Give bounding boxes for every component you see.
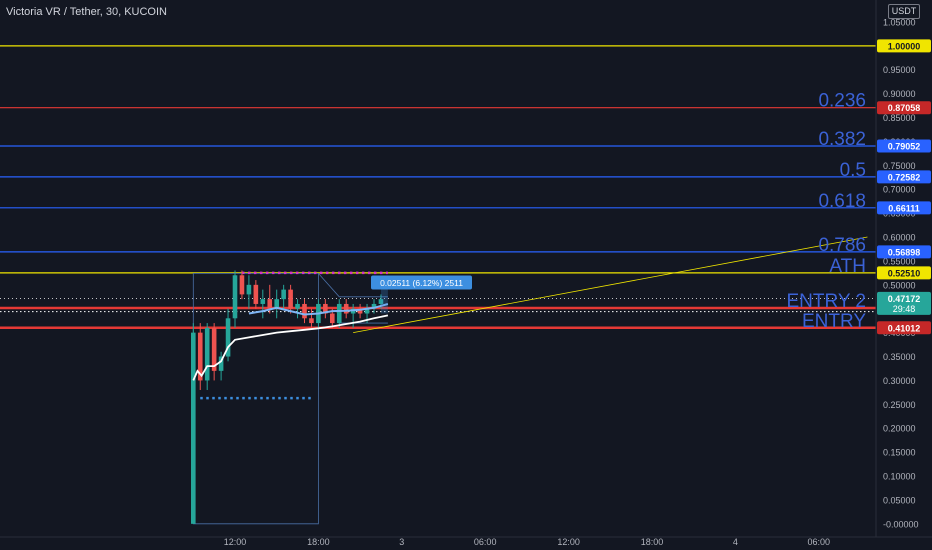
level-text-label: 0.5 (840, 160, 866, 181)
price-label-bg (877, 39, 931, 53)
y-tick-label: 0.55000 (883, 256, 916, 266)
time-axis[interactable]: 12:00 18:00 3 06:00 12:00 18:00 4 06:00 (0, 536, 932, 547)
price-label: 0.66111 (888, 203, 920, 213)
price-label: 0.72582 (888, 172, 921, 182)
x-tick-label: 06:00 (474, 537, 497, 547)
price-label-bg (877, 201, 931, 215)
candle-body (211, 327, 217, 371)
candle-body (378, 299, 384, 304)
currency-button[interactable]: USDT (888, 4, 920, 19)
yellow-trendline (353, 236, 868, 334)
price-label-bg (877, 245, 931, 259)
y-tick-label: 0.75000 (883, 161, 916, 171)
y-tick-label: 0.05000 (883, 495, 916, 505)
level-text-label: ENTRY 2 (786, 291, 866, 312)
candle-body (239, 275, 245, 295)
price-label-bg (877, 139, 931, 153)
candle-body (232, 275, 238, 319)
price-label-bg (877, 170, 931, 184)
y-tick-label: 0.90000 (883, 89, 916, 99)
x-tick-label: 18:00 (307, 537, 330, 547)
level-text-label: 0.618 (818, 191, 866, 212)
price-label: 0.79052 (888, 141, 921, 151)
price-label-bg (877, 266, 931, 280)
dotted-levels (200, 271, 388, 400)
measure-label-bg (371, 275, 472, 290)
level-text-label: ATH (829, 256, 866, 277)
price-label-bg (877, 321, 931, 335)
candle-body (281, 289, 286, 300)
candle-body (253, 284, 259, 304)
level-text-label: 0.236 (818, 91, 866, 112)
candles (191, 270, 384, 524)
price-axis[interactable]: 1.050001.000000.950000.900000.850000.800… (875, 0, 932, 550)
candle-body (330, 313, 335, 324)
candle-body (302, 303, 307, 319)
range-box-outline (318, 273, 388, 298)
last-price-tag-bg (877, 291, 931, 315)
y-tick-label: 1.05000 (883, 17, 916, 27)
level-text-label: ENTRY (802, 311, 866, 332)
y-tick-label: 0.60000 (883, 233, 916, 243)
x-tick-label: 18:00 (641, 537, 664, 547)
measure-tool: 0.02511 (6.12%) 2511 (371, 275, 472, 314)
y-tick-label: 0.70000 (883, 185, 916, 195)
x-tick-label: 4 (733, 537, 738, 547)
candle-body (225, 318, 231, 357)
price-label: 0.87058 (888, 103, 921, 113)
x-tick-label: 3 (399, 537, 404, 547)
candle-body (288, 289, 293, 309)
candle-body (260, 299, 266, 304)
y-tick-label: 0.25000 (883, 400, 916, 410)
y-tick-label: 0.35000 (883, 352, 916, 362)
x-tick-label: 12:00 (224, 537, 247, 547)
level-text-label: 0.786 (818, 235, 866, 256)
price-label: 0.56898 (888, 247, 921, 257)
trendlines (353, 236, 868, 334)
y-tick-label: 0.85000 (883, 113, 916, 123)
candle-body (295, 303, 300, 309)
price-label: 0.41012 (888, 323, 921, 333)
candle-body (323, 303, 328, 314)
measure-label: 0.02511 (6.12%) 2511 (380, 278, 463, 288)
candle-body (343, 303, 349, 314)
y-tick-label: 0.95000 (883, 65, 916, 75)
horizontal-levels (0, 45, 876, 330)
candle-body (246, 284, 252, 295)
candle-body (191, 332, 196, 524)
level-text-label: 0.382 (818, 129, 866, 150)
candle-body (336, 303, 342, 324)
price-label: 0.52510 (888, 268, 921, 278)
x-tick-label: 12:00 (557, 537, 580, 547)
y-tick-label: -0.00000 (883, 519, 919, 529)
y-tick-label: 0.10000 (883, 472, 916, 482)
white-moving-average (192, 314, 389, 381)
bar-countdown: 29:48 (893, 304, 916, 314)
candle-body (218, 356, 224, 371)
candle-body (197, 332, 203, 381)
price-label: 1.00000 (888, 41, 921, 51)
candle-body (371, 303, 377, 309)
y-tick-label: 0.15000 (883, 448, 916, 458)
candle-body (357, 308, 363, 314)
measure-range (380, 284, 388, 314)
price-label-bg (877, 101, 931, 115)
y-tick-label: 0.50000 (883, 280, 916, 290)
chart-title: Victoria VR / Tether, 30, KUCOIN (6, 6, 167, 18)
candle-body (309, 318, 314, 324)
last-price-label: 0.47172 (888, 294, 921, 304)
candle-body (274, 299, 279, 309)
x-tick-label: 06:00 (808, 537, 831, 547)
y-tick-label: 0.20000 (883, 424, 916, 434)
moving-averages (192, 303, 389, 381)
blue-moving-average (248, 303, 389, 316)
candle-body (364, 308, 370, 314)
candle-body (204, 327, 210, 381)
candle-body (267, 299, 273, 309)
y-tick-label: 0.30000 (883, 376, 916, 386)
